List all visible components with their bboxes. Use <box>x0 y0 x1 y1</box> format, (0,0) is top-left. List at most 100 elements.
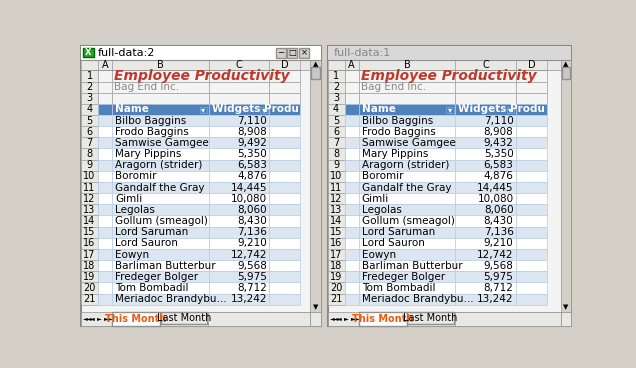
FancyBboxPatch shape <box>359 126 455 137</box>
FancyBboxPatch shape <box>455 137 516 149</box>
FancyBboxPatch shape <box>81 104 98 115</box>
FancyBboxPatch shape <box>209 81 270 93</box>
FancyBboxPatch shape <box>328 249 345 260</box>
FancyBboxPatch shape <box>328 193 345 204</box>
FancyBboxPatch shape <box>328 115 345 126</box>
Text: 13,242: 13,242 <box>231 294 267 304</box>
Text: 5,350: 5,350 <box>237 149 267 159</box>
FancyBboxPatch shape <box>516 260 547 271</box>
Text: Last Month: Last Month <box>157 313 211 323</box>
Text: This Month: This Month <box>352 314 413 324</box>
Text: Eowyn: Eowyn <box>362 250 396 259</box>
FancyBboxPatch shape <box>328 227 345 238</box>
FancyBboxPatch shape <box>516 93 547 104</box>
FancyBboxPatch shape <box>81 126 98 137</box>
FancyBboxPatch shape <box>359 312 406 326</box>
Text: Widgets Produ: Widgets Produ <box>212 105 299 114</box>
FancyBboxPatch shape <box>98 204 112 216</box>
Text: ◄◄: ◄◄ <box>330 316 340 322</box>
Text: 12: 12 <box>83 194 96 204</box>
FancyBboxPatch shape <box>270 81 300 93</box>
Text: 9,210: 9,210 <box>237 238 267 248</box>
FancyBboxPatch shape <box>81 171 98 182</box>
Text: X: X <box>85 48 92 57</box>
FancyBboxPatch shape <box>209 260 270 271</box>
Text: Mary Pippins: Mary Pippins <box>362 149 428 159</box>
Text: 3: 3 <box>333 93 339 103</box>
FancyBboxPatch shape <box>407 312 454 325</box>
FancyBboxPatch shape <box>455 238 516 249</box>
Text: 21: 21 <box>330 294 342 304</box>
FancyBboxPatch shape <box>359 216 455 227</box>
FancyBboxPatch shape <box>81 60 310 70</box>
Text: Employee Productivity: Employee Productivity <box>114 69 290 83</box>
FancyBboxPatch shape <box>112 238 209 249</box>
FancyBboxPatch shape <box>112 204 209 216</box>
FancyBboxPatch shape <box>328 137 345 149</box>
FancyBboxPatch shape <box>270 283 300 294</box>
FancyBboxPatch shape <box>81 216 98 227</box>
Text: Name: Name <box>115 105 149 114</box>
FancyBboxPatch shape <box>98 271 112 283</box>
FancyBboxPatch shape <box>359 171 455 182</box>
FancyBboxPatch shape <box>345 137 359 149</box>
Text: 5,975: 5,975 <box>483 272 513 282</box>
Text: 4: 4 <box>86 105 93 114</box>
Text: Gandalf the Gray: Gandalf the Gray <box>362 183 451 192</box>
FancyBboxPatch shape <box>328 271 345 283</box>
FancyBboxPatch shape <box>455 193 516 204</box>
Text: ◄: ◄ <box>337 316 342 322</box>
FancyBboxPatch shape <box>359 70 455 81</box>
Text: Lord Saruman: Lord Saruman <box>362 227 435 237</box>
Text: 14,445: 14,445 <box>231 183 267 192</box>
Text: 8,908: 8,908 <box>484 127 513 137</box>
Text: 12,742: 12,742 <box>477 250 513 259</box>
FancyBboxPatch shape <box>98 104 112 115</box>
Text: Samwise Gamgee: Samwise Gamgee <box>115 138 209 148</box>
Text: Frodo Baggins: Frodo Baggins <box>115 127 189 137</box>
FancyBboxPatch shape <box>359 193 455 204</box>
FancyBboxPatch shape <box>516 182 547 193</box>
FancyBboxPatch shape <box>516 126 547 137</box>
FancyBboxPatch shape <box>270 126 300 137</box>
Text: ►►: ►► <box>350 316 360 322</box>
FancyBboxPatch shape <box>112 171 209 182</box>
FancyBboxPatch shape <box>98 93 112 104</box>
FancyBboxPatch shape <box>112 115 209 126</box>
FancyBboxPatch shape <box>209 216 270 227</box>
FancyBboxPatch shape <box>112 137 209 149</box>
Text: Aragorn (strider): Aragorn (strider) <box>115 160 202 170</box>
FancyBboxPatch shape <box>209 249 270 260</box>
FancyBboxPatch shape <box>345 81 359 93</box>
Text: 4,876: 4,876 <box>483 171 513 181</box>
FancyBboxPatch shape <box>270 171 300 182</box>
FancyBboxPatch shape <box>98 283 112 294</box>
FancyBboxPatch shape <box>209 238 270 249</box>
Text: ×: × <box>300 48 307 57</box>
FancyBboxPatch shape <box>98 182 112 193</box>
Text: Meriadoc Brandybu...: Meriadoc Brandybu... <box>362 294 473 304</box>
FancyBboxPatch shape <box>83 48 94 57</box>
Text: B: B <box>404 60 410 70</box>
Text: Gandalf the Gray: Gandalf the Gray <box>115 183 205 192</box>
FancyBboxPatch shape <box>328 126 345 137</box>
FancyBboxPatch shape <box>328 312 561 326</box>
Text: 8,908: 8,908 <box>237 127 267 137</box>
FancyBboxPatch shape <box>345 238 359 249</box>
FancyBboxPatch shape <box>506 106 515 113</box>
Text: Boromir: Boromir <box>362 171 403 181</box>
FancyBboxPatch shape <box>81 238 98 249</box>
Text: 8,430: 8,430 <box>484 216 513 226</box>
Text: 16: 16 <box>330 238 342 248</box>
FancyBboxPatch shape <box>112 216 209 227</box>
FancyBboxPatch shape <box>270 160 300 171</box>
Text: 6: 6 <box>86 127 93 137</box>
Text: 10: 10 <box>83 171 95 181</box>
FancyBboxPatch shape <box>455 171 516 182</box>
FancyBboxPatch shape <box>270 60 300 70</box>
FancyBboxPatch shape <box>455 227 516 238</box>
FancyBboxPatch shape <box>328 70 345 81</box>
FancyBboxPatch shape <box>345 182 359 193</box>
FancyBboxPatch shape <box>209 115 270 126</box>
Text: 7: 7 <box>86 138 93 148</box>
